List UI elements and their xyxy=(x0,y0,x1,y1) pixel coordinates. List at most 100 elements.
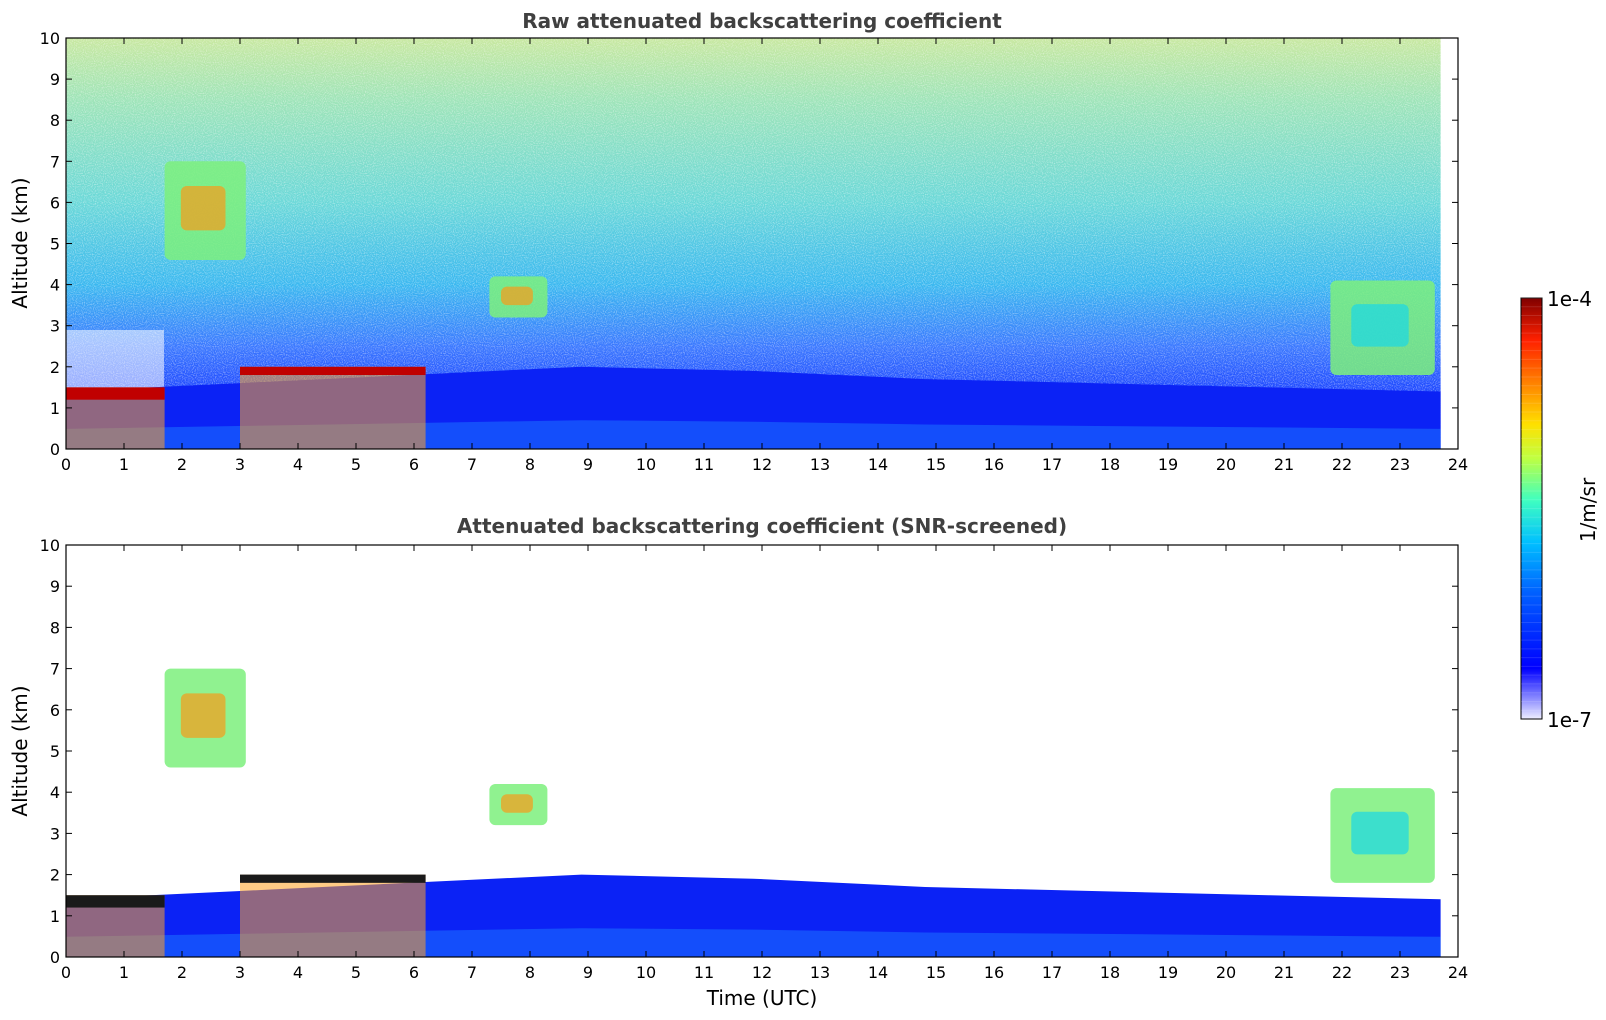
x-tick-label: 12 xyxy=(752,963,772,982)
y-tick-label: 6 xyxy=(50,701,60,720)
x-tick-label: 11 xyxy=(694,455,714,474)
aerosol-layer-core xyxy=(1351,304,1409,347)
y-tick-label: 4 xyxy=(50,783,60,802)
x-tick-label: 13 xyxy=(810,963,830,982)
panel-raw: Raw attenuated backscattering coefficien… xyxy=(8,9,1468,474)
x-tick-label: 9 xyxy=(583,963,593,982)
cloud-layer xyxy=(240,874,426,883)
x-tick-label: 8 xyxy=(525,455,535,474)
axis-ticks-raw: 0 1 2 3 4 5 6 7 8 9 10 11 12 13 14 15 16 17 18 19 20 21 22 23 24… xyxy=(40,29,1469,474)
x-tick-label: 10 xyxy=(636,455,656,474)
heatmap-screened xyxy=(66,545,1458,957)
x-tick-label: 15 xyxy=(926,963,946,982)
y-tick-label: 2 xyxy=(50,358,60,377)
x-tick-label: 13 xyxy=(810,455,830,474)
aerosol-layer-core xyxy=(180,693,226,738)
y-tick-label: 7 xyxy=(50,152,60,171)
y-tick-label: 6 xyxy=(50,193,60,212)
y-tick-label: 7 xyxy=(50,660,60,679)
y-tick-label: 0 xyxy=(50,948,60,967)
x-tick-label: 19 xyxy=(1158,455,1178,474)
x-tick-label: 17 xyxy=(1042,963,1062,982)
colorbar: 1e-4 1e-7 1/m/sr xyxy=(1520,287,1600,732)
x-tick-label: 11 xyxy=(694,963,714,982)
colorbar-max-label: 1e-4 xyxy=(1547,287,1592,311)
x-tick-label: 20 xyxy=(1216,963,1236,982)
x-tick-label: 7 xyxy=(467,455,477,474)
y-tick-label: 1 xyxy=(50,399,60,418)
x-tick-label: 16 xyxy=(984,963,1004,982)
x-tick-label: 6 xyxy=(409,963,419,982)
x-tick-label: 4 xyxy=(293,455,303,474)
cloud-layer xyxy=(240,366,426,376)
x-tick-label: 5 xyxy=(351,455,361,474)
y-tick-label: 10 xyxy=(40,536,60,555)
y-tick-label: 5 xyxy=(50,235,60,254)
x-tick-label: 18 xyxy=(1100,455,1120,474)
y-tick-label: 10 xyxy=(40,29,60,48)
y-tick-label: 9 xyxy=(50,577,60,596)
y-tick-label: 5 xyxy=(50,742,60,761)
y-axis-label-raw: Altitude (km) xyxy=(8,177,32,308)
x-tick-label: 6 xyxy=(409,455,419,474)
aerosol-layer-core xyxy=(501,286,533,306)
x-tick-label: 12 xyxy=(752,455,772,474)
x-tick-label: 14 xyxy=(868,963,888,982)
x-tick-label: 1 xyxy=(119,963,129,982)
x-tick-label: 14 xyxy=(868,455,888,474)
panel-title-screened: Attenuated backscattering coefficient (S… xyxy=(457,514,1067,538)
x-tick-label: 3 xyxy=(235,963,245,982)
colorbar-unit-label: 1/m/sr xyxy=(1576,477,1600,542)
x-tick-label: 23 xyxy=(1390,455,1410,474)
x-tick-label: 10 xyxy=(636,963,656,982)
x-tick-label: 17 xyxy=(1042,455,1062,474)
aerosol-layer-core xyxy=(180,185,226,231)
x-tick-label: 21 xyxy=(1274,455,1294,474)
x-tick-label: 16 xyxy=(984,455,1004,474)
x-tick-label: 4 xyxy=(293,963,303,982)
aerosol-layer-core xyxy=(1351,811,1409,855)
heatmap-raw xyxy=(66,38,1458,449)
y-tick-label: 1 xyxy=(50,907,60,926)
colorbar-gradient xyxy=(1520,297,1543,720)
no-data-region xyxy=(1440,38,1458,449)
y-tick-label: 8 xyxy=(50,111,60,130)
x-tick-label: 5 xyxy=(351,963,361,982)
x-tick-label: 20 xyxy=(1216,455,1236,474)
axis-ticks-screened: 0 1 2 3 4 5 6 7 8 9 10 11 12 13 14 15 16 17 18 19 20 21 22 23 24… xyxy=(40,536,1469,982)
x-tick-label: 2 xyxy=(177,963,187,982)
y-tick-label: 0 xyxy=(50,440,60,459)
y-axis-label-screened: Altitude (km) xyxy=(8,685,32,816)
x-tick-label: 7 xyxy=(467,963,477,982)
x-tick-label: 23 xyxy=(1390,963,1410,982)
panel-title-raw: Raw attenuated backscattering coefficien… xyxy=(522,9,1002,33)
x-tick-label: 22 xyxy=(1332,963,1352,982)
x-tick-label: 15 xyxy=(926,455,946,474)
y-tick-label: 3 xyxy=(50,824,60,843)
y-tick-label: 3 xyxy=(50,317,60,336)
x-tick-label: 2 xyxy=(177,455,187,474)
y-tick-label: 2 xyxy=(50,866,60,885)
x-tick-label: 18 xyxy=(1100,963,1120,982)
y-tick-label: 9 xyxy=(50,70,60,89)
y-tick-label: 8 xyxy=(50,618,60,637)
cloud-layer xyxy=(66,895,165,908)
colorbar-min-label: 1e-7 xyxy=(1547,708,1592,732)
x-tick-label: 1 xyxy=(119,455,129,474)
x-tick-label: 3 xyxy=(235,455,245,474)
x-axis-label: Time (UTC) xyxy=(706,986,818,1010)
cloud-layer xyxy=(66,387,165,400)
x-tick-label: 0 xyxy=(61,455,71,474)
x-tick-label: 8 xyxy=(525,963,535,982)
x-tick-label: 22 xyxy=(1332,455,1352,474)
y-tick-label: 4 xyxy=(50,276,60,295)
x-tick-label: 21 xyxy=(1274,963,1294,982)
cloud-column xyxy=(240,874,426,957)
x-tick-label: 24 xyxy=(1448,963,1468,982)
x-tick-label: 19 xyxy=(1158,963,1178,982)
x-tick-label: 24 xyxy=(1448,455,1468,474)
panel-screened: Attenuated backscattering coefficient (S… xyxy=(8,514,1468,1010)
x-tick-label: 0 xyxy=(61,963,71,982)
aerosol-layer-core xyxy=(501,794,533,813)
